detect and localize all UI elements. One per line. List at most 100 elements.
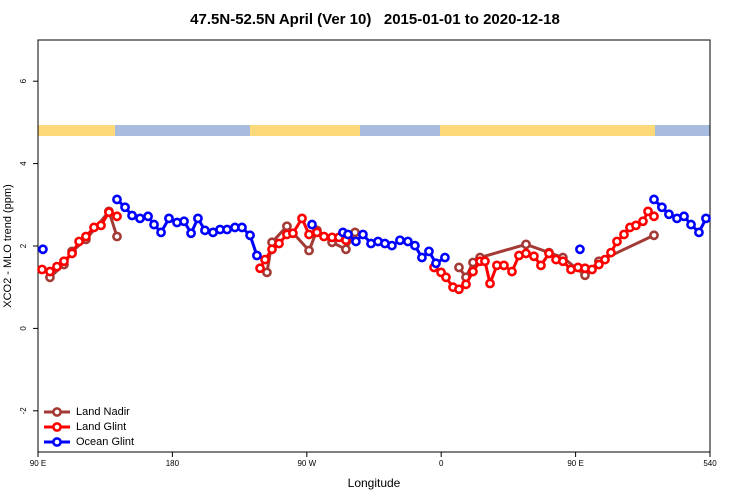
point [387, 240, 397, 251]
point [304, 229, 314, 240]
point [468, 266, 478, 277]
point [304, 245, 314, 256]
x-tick-label: 180 [166, 459, 180, 468]
point [186, 228, 196, 239]
point [351, 236, 361, 247]
point [262, 267, 272, 278]
point [558, 256, 568, 267]
point [45, 266, 55, 277]
point [200, 225, 210, 236]
legend-label: Ocean Glint [76, 436, 134, 448]
series [37, 206, 659, 295]
point [52, 261, 62, 272]
point [156, 227, 166, 238]
point [112, 194, 122, 205]
point [593, 259, 604, 270]
point [643, 206, 653, 217]
point [649, 194, 659, 205]
point [649, 230, 659, 241]
point [193, 213, 203, 224]
point [395, 235, 405, 246]
point [612, 236, 622, 247]
x-tick-label: 90 E [30, 459, 46, 468]
point [274, 238, 284, 249]
point [536, 260, 546, 271]
ocean-band [38, 125, 710, 136]
point [81, 231, 91, 242]
point [245, 230, 255, 241]
x-tick-label: 540 [703, 459, 717, 468]
legend-marker [52, 437, 62, 447]
point [600, 254, 610, 265]
point [587, 264, 597, 275]
land-band [250, 125, 360, 136]
point [288, 228, 298, 239]
point [402, 236, 413, 247]
point [59, 256, 69, 267]
point [343, 229, 353, 240]
point [664, 209, 674, 220]
point [237, 222, 247, 233]
legend-label: Land Nadir [76, 406, 130, 418]
point [222, 224, 232, 235]
point [149, 219, 159, 230]
point [649, 211, 659, 222]
point [544, 248, 554, 259]
point [127, 210, 137, 221]
point [657, 202, 667, 213]
point [38, 244, 48, 255]
point [441, 272, 451, 283]
point [282, 221, 292, 232]
point [252, 250, 262, 261]
point [179, 216, 189, 227]
point [164, 213, 174, 224]
point [112, 231, 122, 242]
point [319, 231, 329, 242]
point [521, 239, 531, 250]
point [307, 219, 317, 230]
point [104, 207, 114, 218]
point [135, 213, 145, 224]
point [417, 252, 427, 263]
point [638, 216, 648, 227]
point [507, 266, 517, 277]
y-tick-label: 6 [19, 78, 28, 83]
point [424, 246, 434, 257]
point [37, 264, 47, 275]
point [529, 251, 539, 262]
legend-marker [52, 407, 62, 417]
point [312, 227, 322, 238]
x-tick-label: 0 [439, 459, 444, 468]
x-tick-label: 90 E [567, 459, 583, 468]
point [461, 279, 471, 290]
land-band [38, 125, 115, 136]
point [606, 247, 616, 258]
point [454, 262, 464, 273]
point [96, 220, 106, 231]
point [255, 263, 265, 274]
point [440, 252, 450, 263]
point [297, 213, 307, 224]
land-ocean-strip [38, 125, 710, 136]
y-tick-label: 2 [19, 243, 28, 248]
point [120, 202, 130, 213]
point [521, 248, 531, 259]
land-band [440, 125, 655, 136]
point [631, 220, 641, 231]
y-tick-label: -2 [19, 407, 28, 415]
point [260, 254, 270, 265]
x-axis-label: Longitude [348, 476, 401, 490]
point [431, 258, 441, 269]
legend-marker [52, 422, 62, 432]
legend: Land Nadir Land Glint Ocean Glint [44, 406, 134, 448]
point [701, 213, 711, 224]
point [499, 260, 509, 271]
point [410, 240, 420, 251]
point [454, 284, 464, 295]
point [358, 229, 368, 240]
x-tick-label: 90 W [297, 459, 316, 468]
point [74, 236, 84, 247]
series [38, 194, 711, 269]
